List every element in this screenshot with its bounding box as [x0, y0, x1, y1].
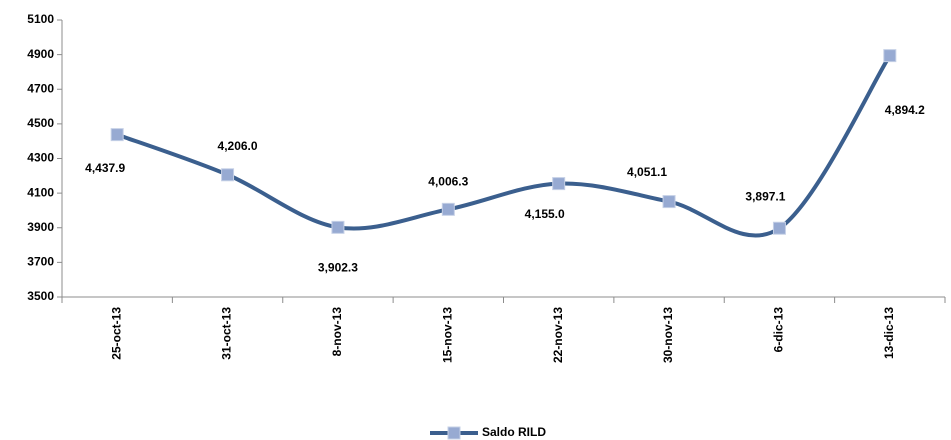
data-label: 4,051.1 — [627, 165, 667, 179]
y-tick-label: 4100 — [27, 185, 54, 199]
x-tick-label: 8-nov-13 — [330, 307, 344, 357]
data-label: 3,897.1 — [745, 189, 785, 203]
y-tick-label: 3700 — [27, 255, 54, 269]
marker — [883, 49, 897, 63]
y-tick-label: 5100 — [27, 12, 54, 26]
data-label: 4,437.9 — [85, 161, 125, 175]
y-tick-label: 4500 — [27, 116, 54, 130]
marker — [552, 177, 566, 191]
data-label: 4,206.0 — [218, 139, 258, 153]
marker — [662, 195, 676, 209]
legend-label: Saldo RILD — [482, 425, 546, 439]
legend-marker — [447, 426, 461, 440]
data-label: 4,894.2 — [885, 103, 925, 117]
x-tick-label: 22-nov-13 — [551, 307, 565, 363]
marker — [221, 168, 235, 182]
y-tick-label: 4700 — [27, 81, 54, 95]
x-tick-label: 15-nov-13 — [440, 307, 454, 363]
x-tick-label: 6-dic-13 — [772, 307, 786, 353]
y-tick-label: 4300 — [27, 151, 54, 165]
x-tick-label: 25-oct-13 — [109, 307, 123, 360]
y-tick-label: 4900 — [27, 47, 54, 61]
x-tick-label: 30-nov-13 — [661, 307, 675, 363]
y-tick-label: 3500 — [27, 289, 54, 303]
data-label: 4,155.0 — [525, 207, 565, 221]
data-label: 4,006.3 — [428, 175, 468, 189]
x-tick-label: 31-oct-13 — [220, 307, 234, 360]
marker — [331, 220, 345, 234]
data-label: 3,902.3 — [318, 261, 358, 275]
x-tick-label: 13-dic-13 — [882, 307, 896, 359]
marker — [110, 128, 124, 142]
marker — [772, 221, 786, 235]
y-tick-label: 3900 — [27, 220, 54, 234]
marker — [441, 202, 455, 216]
